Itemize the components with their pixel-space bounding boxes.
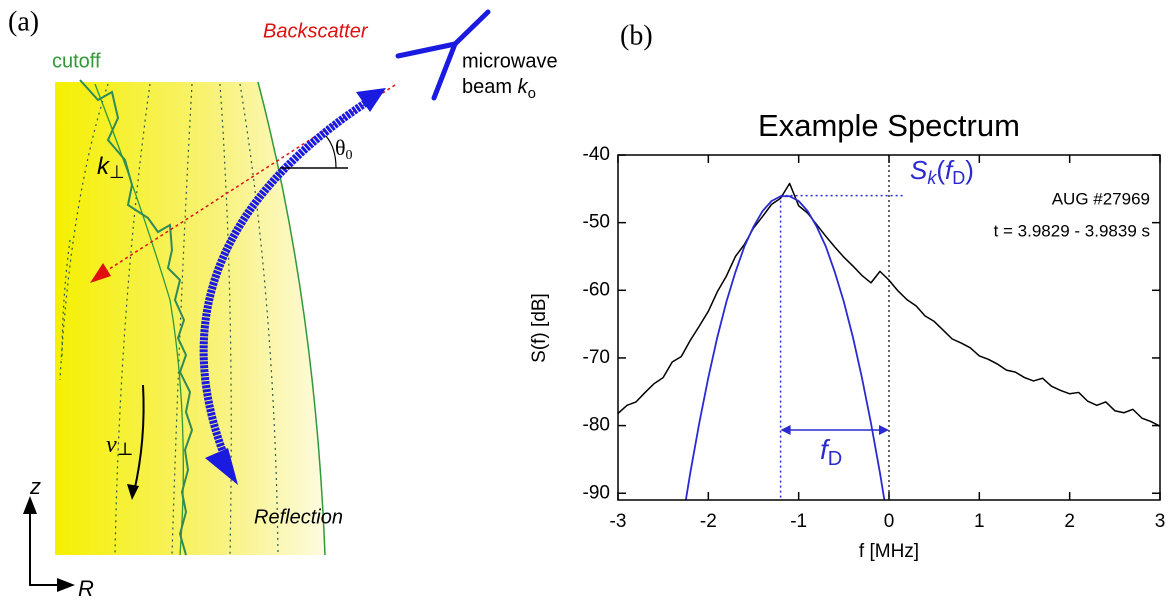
fd-arrowhead bbox=[780, 425, 791, 435]
k-symbol: k bbox=[97, 153, 111, 180]
x-tick-label: 2 bbox=[1064, 511, 1075, 532]
annotation: t = 3.9829 - 3.9839 s bbox=[994, 221, 1150, 240]
axis-z-label: z bbox=[29, 474, 41, 499]
antenna-k: k bbox=[518, 76, 529, 98]
angle-label: θ0 bbox=[335, 135, 353, 163]
fit-d: D bbox=[952, 168, 965, 188]
y-tick-label: -90 bbox=[583, 482, 610, 503]
x-axis-label: f [MHz] bbox=[859, 541, 919, 562]
antenna-k-sub: o bbox=[528, 85, 536, 102]
fd-arrowhead bbox=[879, 425, 889, 435]
axis-r-head bbox=[57, 578, 75, 592]
antenna-label: microwave bbox=[462, 50, 558, 72]
angle-arc bbox=[325, 135, 337, 169]
perp-symbol: ⊥ bbox=[117, 439, 134, 459]
x-tick-label: -1 bbox=[790, 511, 807, 532]
v-symbol: v bbox=[106, 432, 117, 458]
fit-k: k bbox=[927, 168, 937, 188]
plot-area bbox=[618, 155, 1160, 500]
plot-frame bbox=[617, 154, 1161, 501]
fit-paren: ( bbox=[936, 155, 945, 185]
y-tick-label: -70 bbox=[583, 347, 610, 368]
y-tick-label: -50 bbox=[583, 212, 610, 233]
antenna-text: beam bbox=[462, 76, 518, 98]
perp-symbol: ⊥ bbox=[109, 162, 125, 182]
velocity-arrow bbox=[133, 384, 145, 493]
fd-f: f bbox=[820, 434, 831, 465]
y-tick-label: -60 bbox=[583, 279, 610, 300]
fd-label: fD bbox=[820, 434, 842, 470]
cutoff-label: cutoff bbox=[52, 50, 101, 72]
panel-b: (b) Example Spectrum f [MHz] S(f) [dB] A… bbox=[529, 20, 1165, 562]
beam-arrowhead-out bbox=[356, 88, 386, 112]
x-tick-label: 3 bbox=[1155, 511, 1166, 532]
backscatter-label: Backscatter bbox=[263, 20, 369, 42]
velocity-label: v⊥ bbox=[106, 432, 134, 460]
fit-f: f bbox=[945, 155, 955, 185]
annotation: AUG #27969 bbox=[1052, 189, 1150, 208]
antenna-label: beam ko bbox=[462, 76, 536, 102]
x-tick-label: -3 bbox=[610, 511, 627, 532]
chart-title: Example Spectrum bbox=[758, 108, 1020, 143]
panel-label: (a) bbox=[8, 6, 39, 37]
fit-paren: ) bbox=[965, 155, 974, 185]
panel-a: (a) cutoff Backscatter microwave beam ko… bbox=[8, 6, 558, 600]
x-tick-label: 0 bbox=[884, 511, 895, 532]
beam-arrowhead-in bbox=[205, 448, 238, 485]
y-tick-label: -40 bbox=[583, 144, 610, 165]
axis-r-label: R bbox=[78, 576, 94, 601]
plasma-edge bbox=[257, 81, 326, 556]
theta-sub: 0 bbox=[346, 148, 353, 163]
plasma-region bbox=[55, 82, 325, 555]
axis-z-head bbox=[23, 496, 37, 514]
fit-label: Sk(fD) bbox=[910, 155, 974, 188]
y-axis-label: S(f) [dB] bbox=[529, 293, 550, 363]
series-line bbox=[618, 182, 1160, 427]
fit-s: S bbox=[910, 155, 928, 185]
fd-d: D bbox=[828, 448, 842, 470]
flux-surfaces bbox=[59, 83, 279, 556]
panel-label: (b) bbox=[620, 20, 653, 51]
velocity-arrowhead bbox=[127, 484, 139, 500]
theta-symbol: θ bbox=[335, 135, 346, 160]
cutoff-turbulent bbox=[79, 79, 194, 556]
series-line bbox=[684, 195, 886, 500]
x-tick-label: -2 bbox=[700, 511, 717, 532]
reflection-label: Reflection bbox=[254, 506, 343, 528]
backscatter-arrowhead bbox=[90, 263, 111, 283]
antenna bbox=[395, 9, 491, 101]
beam-path bbox=[199, 96, 373, 467]
x-tick-label: 1 bbox=[974, 511, 985, 532]
backscatter-ray bbox=[99, 84, 396, 276]
k-perp-label: k⊥ bbox=[97, 153, 125, 181]
y-tick-label: -80 bbox=[583, 415, 610, 436]
